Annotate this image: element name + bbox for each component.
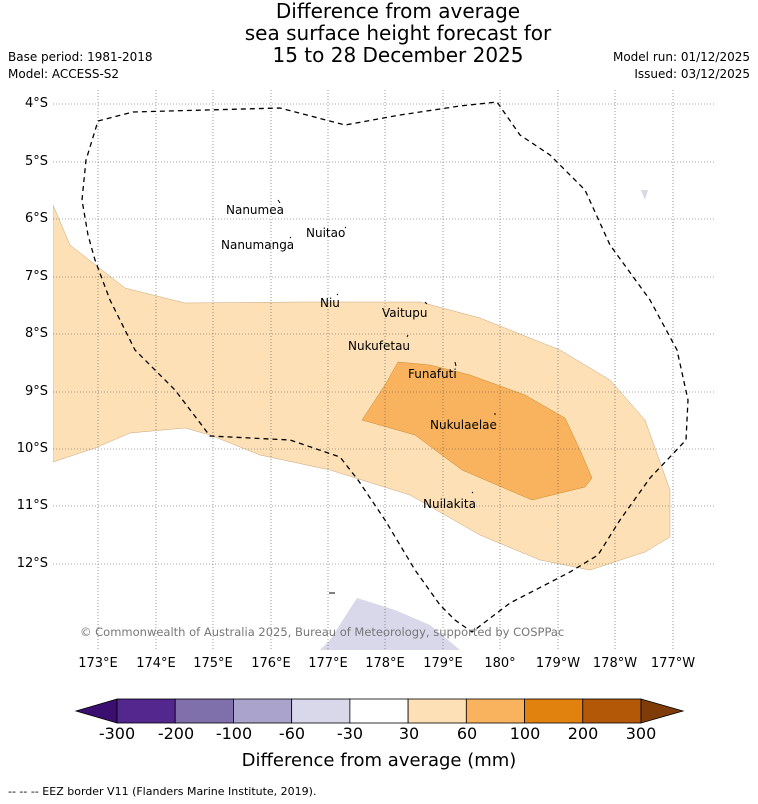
anomaly-spot-negative bbox=[641, 190, 648, 200]
anomaly-region-60-100 bbox=[361, 361, 593, 501]
lon-label-179e: 179°E bbox=[423, 656, 463, 671]
colorbar-cell bbox=[465, 698, 525, 724]
place-niu: Niu bbox=[320, 296, 340, 310]
colorbar bbox=[74, 698, 685, 724]
lon-label-179w: 179°W bbox=[535, 656, 581, 671]
lat-label-5s: 5°S bbox=[24, 154, 48, 169]
lat-label-8s: 8°S bbox=[24, 326, 48, 341]
colorbar-tick: 300 bbox=[625, 724, 657, 743]
colorbar-cell bbox=[116, 698, 176, 724]
place-nanumanga: Nanumanga bbox=[221, 238, 294, 252]
colorbar-title: Difference from average (mm) bbox=[241, 750, 517, 771]
map-area bbox=[53, 90, 714, 650]
issued-date: Issued: 03/12/2025 bbox=[634, 67, 750, 81]
lon-label-177w: 177°W bbox=[650, 656, 696, 671]
island-marks bbox=[277, 199, 496, 594]
colorbar-tick: -60 bbox=[278, 724, 306, 743]
eez-border bbox=[81, 101, 689, 633]
lat-label-4s: 4°S bbox=[24, 96, 48, 111]
place-nuitao: Nuitao bbox=[306, 226, 345, 240]
lat-label-9s: 9°S bbox=[24, 384, 48, 399]
lon-label-178w: 178°W bbox=[592, 656, 638, 671]
lon-label-177e: 177°E bbox=[308, 656, 348, 671]
colorbar-tick: 100 bbox=[509, 724, 541, 743]
colorbar-cell bbox=[407, 698, 467, 724]
lon-label-178e: 178°E bbox=[365, 656, 405, 671]
colorbar-tick: -30 bbox=[336, 724, 364, 743]
lat-label-12s: 12°S bbox=[16, 556, 48, 571]
colorbar-cell bbox=[582, 698, 642, 724]
place-nukulaelae: Nukulaelae bbox=[430, 418, 497, 432]
lat-label-6s: 6°S bbox=[24, 211, 48, 226]
lon-label-173e: 173°E bbox=[78, 656, 118, 671]
lat-label-11s: 11°S bbox=[16, 498, 48, 513]
colorbar-cell bbox=[524, 698, 584, 724]
anomaly-region-30-60 bbox=[53, 204, 671, 571]
colorbar-high-extension bbox=[640, 698, 685, 724]
colorbar-tick: 60 bbox=[456, 724, 478, 743]
place-funafuti: Funafuti bbox=[408, 367, 457, 381]
colorbar-tick: -200 bbox=[157, 724, 195, 743]
colorbar-tick: -300 bbox=[98, 724, 136, 743]
title-line-3: 15 to 28 December 2025 bbox=[272, 43, 524, 67]
title-line-1: Difference from average bbox=[275, 0, 521, 23]
eez-legend-note: -- -- -- EEZ border V11 (Flanders Marine… bbox=[8, 785, 317, 798]
place-labels: Nanumea Nuitao Nanumanga Niu Vaitupu Nuk… bbox=[221, 203, 497, 511]
copyright-notice: © Commonwealth of Australia 2025, Bureau… bbox=[80, 625, 565, 639]
place-nukufetau: Nukufetau bbox=[348, 339, 410, 353]
base-period: Base period: 1981-2018 bbox=[8, 50, 153, 64]
place-nanumea: Nanumea bbox=[226, 203, 284, 217]
lon-label-174e: 174°E bbox=[136, 656, 176, 671]
lon-label-175e: 175°E bbox=[193, 656, 233, 671]
lat-label-7s: 7°S bbox=[24, 269, 48, 284]
title-line-2: sea surface height forecast for bbox=[244, 21, 552, 45]
model-run: Model run: 01/12/2025 bbox=[612, 50, 750, 64]
place-vaitupu: Vaitupu bbox=[382, 306, 428, 320]
colorbar-cell bbox=[349, 698, 409, 724]
colorbar-tick: -100 bbox=[215, 724, 253, 743]
lat-label-10s: 10°S bbox=[16, 441, 48, 456]
colorbar-cells bbox=[116, 698, 642, 724]
colorbar-cell bbox=[233, 698, 293, 724]
chart-title: Difference from average sea surface heig… bbox=[0, 0, 758, 66]
colorbar-cell bbox=[174, 698, 234, 724]
anomaly-region-negative bbox=[320, 598, 460, 650]
map-grid bbox=[53, 90, 714, 650]
meta-left: Base period: 1981-2018 Model: ACCESS-S2 bbox=[8, 49, 153, 83]
colorbar-tick: 30 bbox=[398, 724, 420, 743]
meta-right: Model run: 01/12/2025 Issued: 03/12/2025 bbox=[613, 49, 750, 83]
model-name: Model: ACCESS-S2 bbox=[8, 67, 120, 81]
colorbar-tick: 200 bbox=[567, 724, 599, 743]
colorbar-low-extension bbox=[74, 698, 118, 724]
place-nuilakita: Nuilakita bbox=[423, 497, 476, 511]
lon-label-180: 180° bbox=[484, 656, 516, 671]
lon-label-176e: 176°E bbox=[251, 656, 291, 671]
colorbar-cell bbox=[291, 698, 351, 724]
